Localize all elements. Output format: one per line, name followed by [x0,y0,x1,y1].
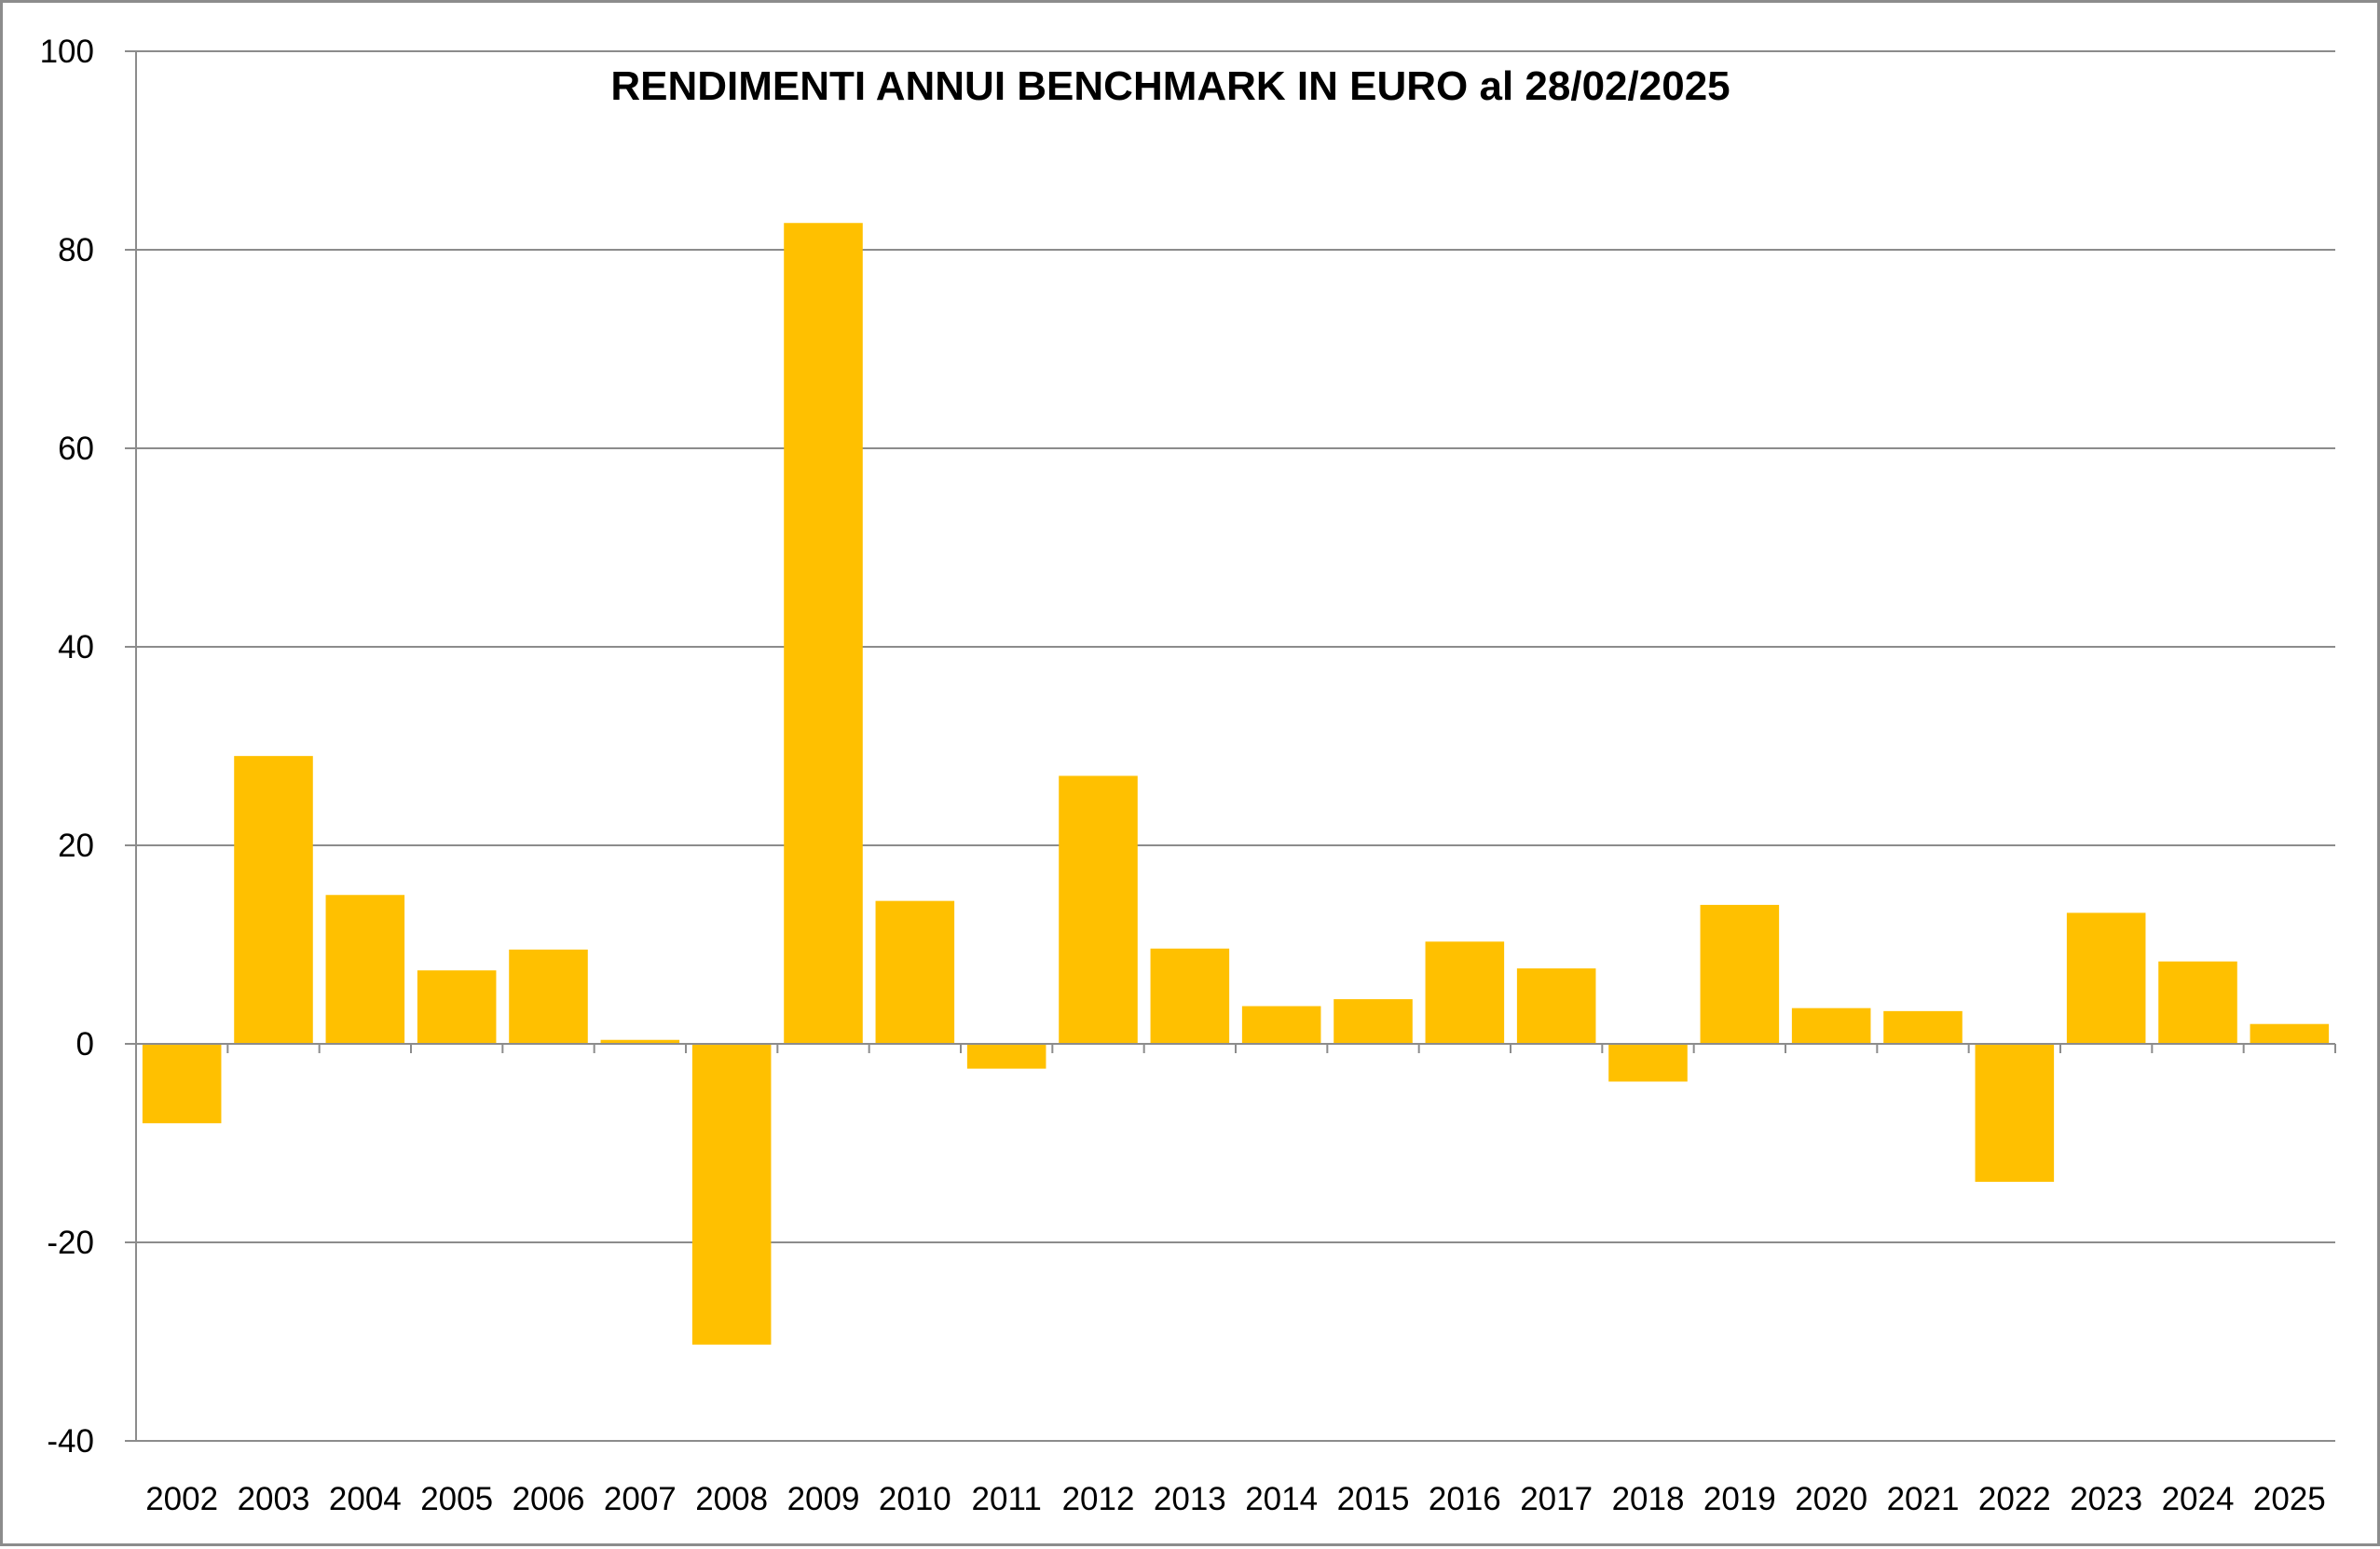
y-tick-label: 40 [58,629,94,665]
bar [1425,941,1505,1044]
x-tick-label: 2018 [1612,1481,1685,1517]
x-tick-label: 2022 [1978,1481,2051,1517]
x-tick-label: 2023 [2070,1481,2142,1517]
bar [691,1044,772,1345]
y-tick-label: 20 [58,828,94,864]
x-tick-label: 2012 [1062,1481,1135,1517]
y-tick-label: 80 [58,232,94,268]
bar [1334,999,1413,1044]
x-tick-label: 2007 [604,1481,677,1517]
y-tick-labels: 100 80 60 40 20 0 -20 -40 [40,34,94,1460]
bar [1241,1006,1321,1044]
x-tick-label: 2004 [329,1481,402,1517]
bar [1883,1010,1963,1044]
gridlines [136,50,2335,1442]
bar [1975,1044,2055,1183]
bar [1059,775,1138,1044]
chart-title: RENDIMENTI ANNUI BENCHMARK IN EURO al 28… [610,63,1730,109]
x-tick-label: 2009 [787,1481,860,1517]
bar [784,223,863,1044]
x-tick-label: 2025 [2253,1481,2326,1517]
x-tick-label: 2002 [145,1481,218,1517]
bar [966,1044,1046,1069]
y-tick-label: -20 [47,1225,94,1261]
x-tick-label: 2006 [513,1481,585,1517]
x-tick-label: 2003 [238,1481,310,1517]
bar [1700,904,1780,1044]
x-tick-label: 2021 [1887,1481,1960,1517]
x-tick-label: 2005 [420,1481,493,1517]
bar [2066,912,2146,1044]
y-tick-label: 100 [40,34,94,70]
bar [1608,1044,1688,1082]
x-tick-label: 2013 [1154,1481,1226,1517]
bar [1516,968,1596,1044]
x-tick-label: 2014 [1245,1481,1318,1517]
x-tick-label: 2010 [879,1481,951,1517]
bar [2250,1023,2330,1044]
axes [125,50,2336,1442]
bar [875,900,955,1044]
bar [1791,1008,1871,1044]
x-tick-labels: 2002 2003 2004 2005 2006 2007 2008 2009 2010 2011… [145,1481,2326,1517]
x-tick-label: 2016 [1429,1481,1501,1517]
x-tick-label: 2008 [695,1481,768,1517]
y-tick-label: 60 [58,431,94,467]
bar [600,1039,680,1044]
bars [142,223,2330,1345]
bar [509,949,588,1044]
bar [142,1044,222,1124]
y-tick-label: 0 [76,1026,94,1062]
y-tick-label: -40 [47,1423,94,1460]
x-tick-label: 2020 [1795,1481,1867,1517]
x-tick-label: 2024 [2162,1481,2235,1517]
x-tick-label: 2015 [1337,1481,1410,1517]
x-tick-label: 2017 [1520,1481,1593,1517]
x-tick-label: 2011 [972,1481,1042,1517]
bar [2158,961,2237,1044]
bar [325,895,405,1044]
x-tick-label: 2019 [1703,1481,1776,1517]
bar [417,970,497,1044]
bar [234,756,313,1044]
bar [1150,948,1230,1044]
